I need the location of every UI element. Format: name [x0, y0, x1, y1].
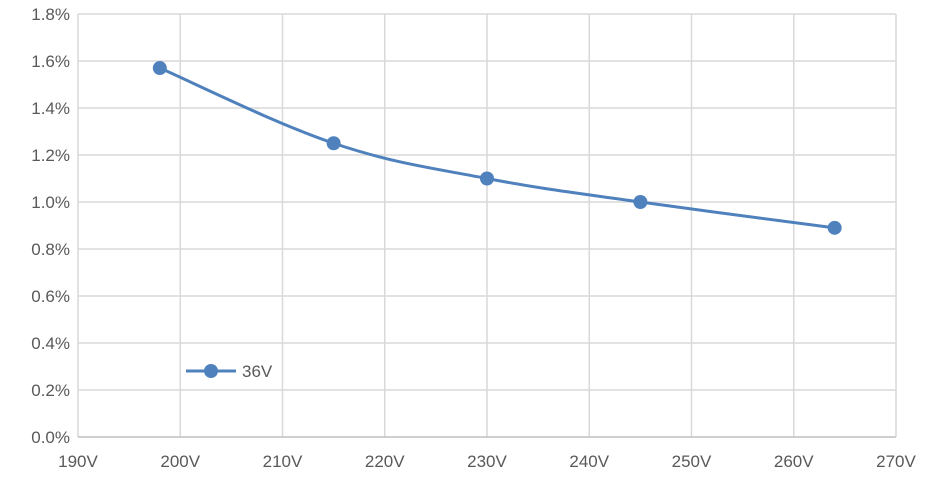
- y-tick-label: 1.6%: [31, 52, 70, 71]
- y-tick-label: 1.0%: [31, 193, 70, 212]
- x-tick-label: 250V: [672, 452, 712, 471]
- x-tick-label: 260V: [774, 452, 814, 471]
- y-tick-label: 0.6%: [31, 287, 70, 306]
- series-line: [159, 66, 835, 230]
- x-tick-labels: 190V 200V 210V 220V 230V 240V 250V 260V 270V: [58, 452, 916, 471]
- x-tick-label: 240V: [569, 452, 609, 471]
- y-tick-label: 0.0%: [31, 428, 70, 447]
- series-group: [152, 61, 842, 235]
- x-tick-label: 230V: [467, 452, 507, 471]
- x-tick-label: 220V: [365, 452, 405, 471]
- data-point-marker: [480, 171, 494, 186]
- legend-marker-swatch: [204, 364, 218, 378]
- axes: [77, 14, 896, 438]
- legend-label: 36V: [242, 362, 273, 381]
- x-tick-label: 200V: [160, 452, 200, 471]
- data-point-marker: [326, 136, 341, 151]
- y-tick-labels: 0.0% 0.2% 0.4% 0.6% 0.8% 1.0% 1.2% 1.4% 1.6% 1.8%: [31, 5, 70, 447]
- y-tick-label: 1.4%: [31, 99, 70, 118]
- legend: 36V: [186, 362, 273, 381]
- x-tick-label: 190V: [58, 452, 98, 471]
- data-point-marker: [633, 195, 648, 209]
- y-tick-label: 1.2%: [31, 146, 70, 165]
- data-point-marker: [827, 220, 842, 235]
- y-tick-label: 0.8%: [31, 240, 70, 259]
- data-point-marker: [152, 61, 167, 76]
- x-tick-label: 270V: [876, 452, 916, 471]
- x-tick-label: 210V: [263, 452, 303, 471]
- y-tick-label: 0.4%: [31, 334, 70, 353]
- y-tick-label: 0.2%: [31, 381, 70, 400]
- y-tick-label: 1.8%: [31, 5, 70, 24]
- grid-lines: [78, 13, 897, 437]
